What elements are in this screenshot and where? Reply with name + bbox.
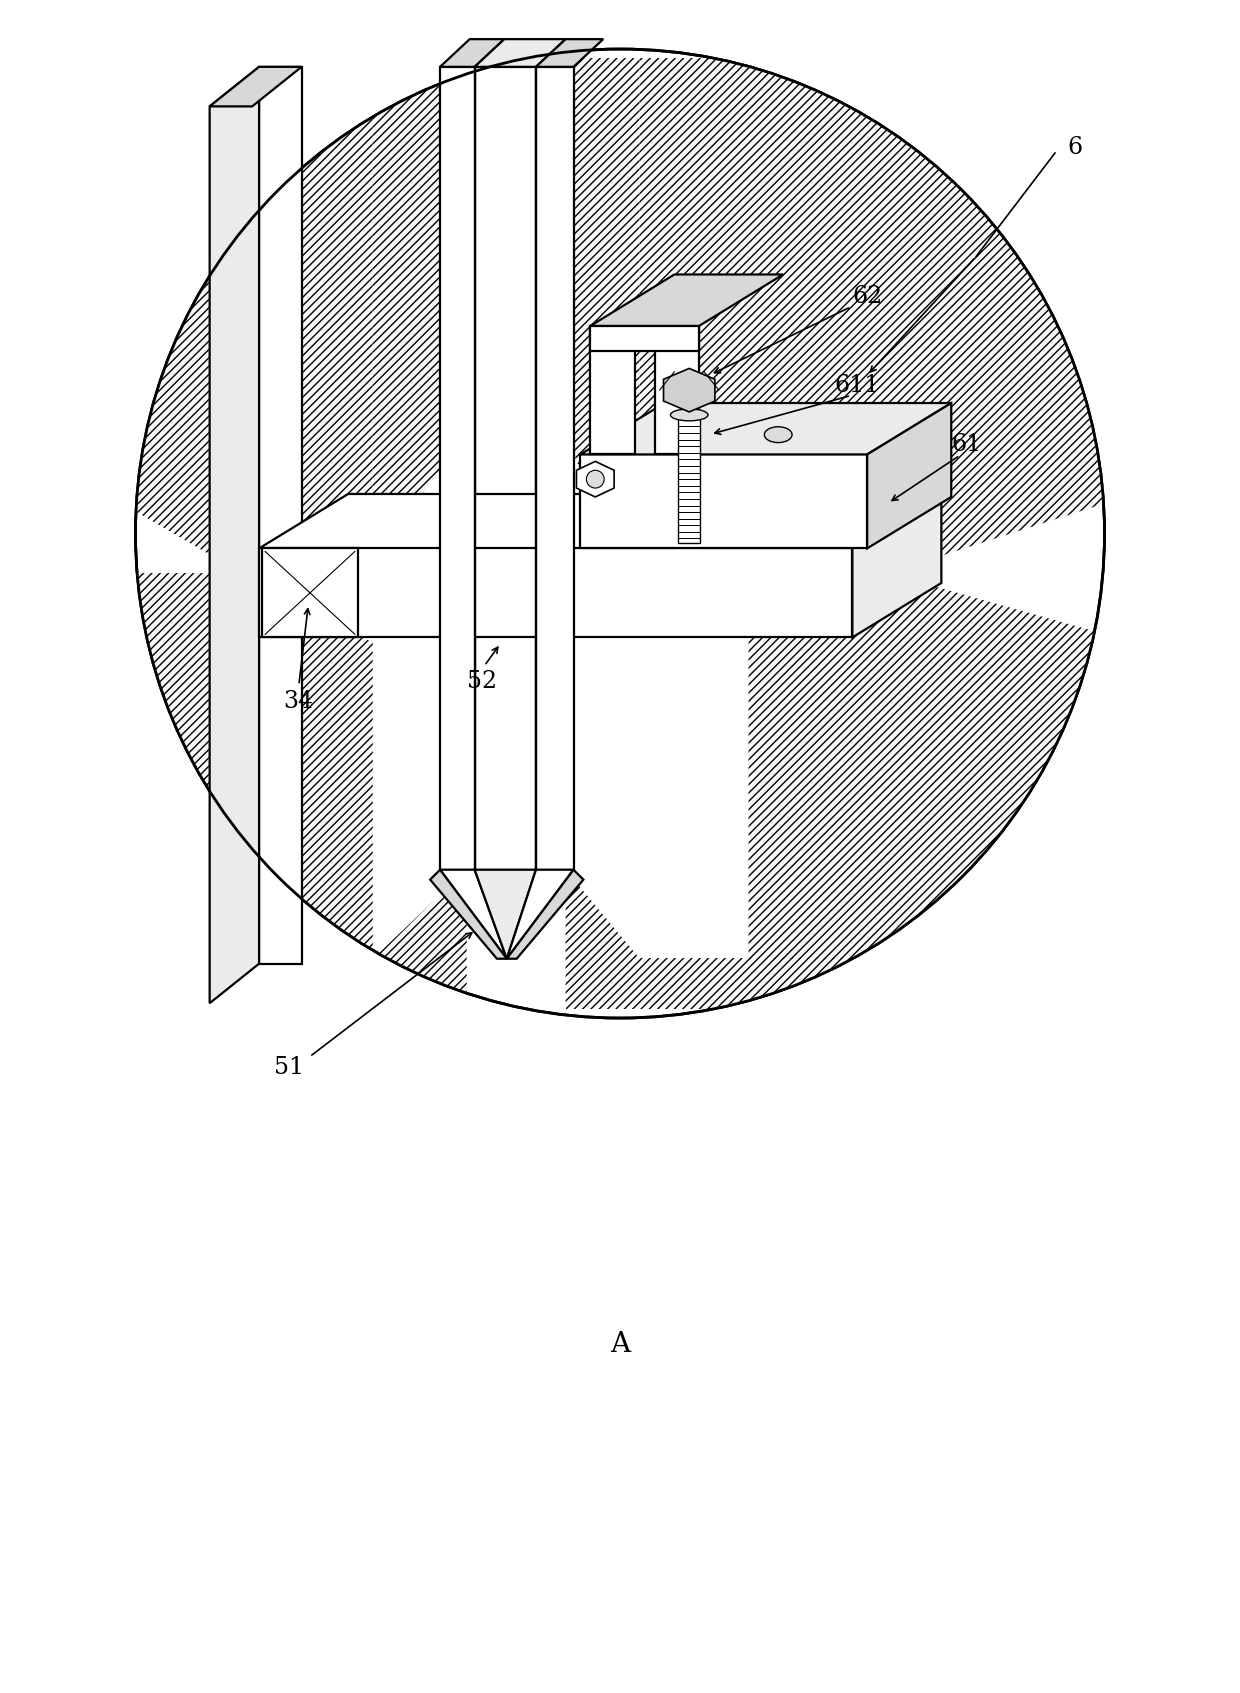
Polygon shape bbox=[475, 39, 565, 66]
Polygon shape bbox=[507, 870, 583, 958]
Polygon shape bbox=[536, 39, 603, 66]
Polygon shape bbox=[590, 325, 699, 350]
Polygon shape bbox=[590, 325, 635, 454]
Polygon shape bbox=[440, 66, 475, 870]
Polygon shape bbox=[430, 870, 507, 958]
Ellipse shape bbox=[764, 427, 792, 442]
Text: 611: 611 bbox=[835, 374, 880, 396]
Polygon shape bbox=[663, 369, 715, 411]
Polygon shape bbox=[536, 66, 574, 870]
Polygon shape bbox=[590, 274, 784, 325]
Text: 61: 61 bbox=[951, 433, 981, 455]
Circle shape bbox=[587, 471, 604, 488]
Polygon shape bbox=[259, 494, 941, 549]
Polygon shape bbox=[565, 870, 1135, 1007]
Polygon shape bbox=[259, 549, 852, 637]
Polygon shape bbox=[105, 574, 373, 958]
Polygon shape bbox=[640, 59, 1135, 574]
Ellipse shape bbox=[671, 410, 708, 422]
Polygon shape bbox=[507, 870, 574, 958]
Polygon shape bbox=[440, 870, 507, 958]
Text: 6: 6 bbox=[1068, 137, 1083, 159]
Polygon shape bbox=[475, 66, 536, 870]
Polygon shape bbox=[852, 494, 941, 637]
Polygon shape bbox=[580, 454, 867, 549]
Polygon shape bbox=[440, 39, 505, 66]
Polygon shape bbox=[105, 870, 466, 1007]
Text: 51: 51 bbox=[274, 1056, 304, 1078]
Text: A: A bbox=[610, 1331, 630, 1358]
Polygon shape bbox=[105, 59, 373, 564]
Polygon shape bbox=[259, 66, 301, 963]
Polygon shape bbox=[475, 870, 536, 958]
Polygon shape bbox=[565, 59, 640, 494]
Polygon shape bbox=[373, 59, 466, 494]
Polygon shape bbox=[210, 66, 301, 107]
Circle shape bbox=[135, 49, 1105, 1017]
Polygon shape bbox=[210, 66, 259, 1004]
Polygon shape bbox=[655, 325, 699, 454]
Polygon shape bbox=[262, 549, 358, 637]
Text: 62: 62 bbox=[852, 284, 883, 308]
Polygon shape bbox=[577, 462, 614, 498]
Polygon shape bbox=[580, 403, 951, 454]
Polygon shape bbox=[678, 415, 701, 543]
Polygon shape bbox=[867, 403, 951, 549]
Text: 34: 34 bbox=[284, 691, 314, 713]
Text: 52: 52 bbox=[466, 670, 497, 694]
Polygon shape bbox=[749, 574, 1135, 958]
